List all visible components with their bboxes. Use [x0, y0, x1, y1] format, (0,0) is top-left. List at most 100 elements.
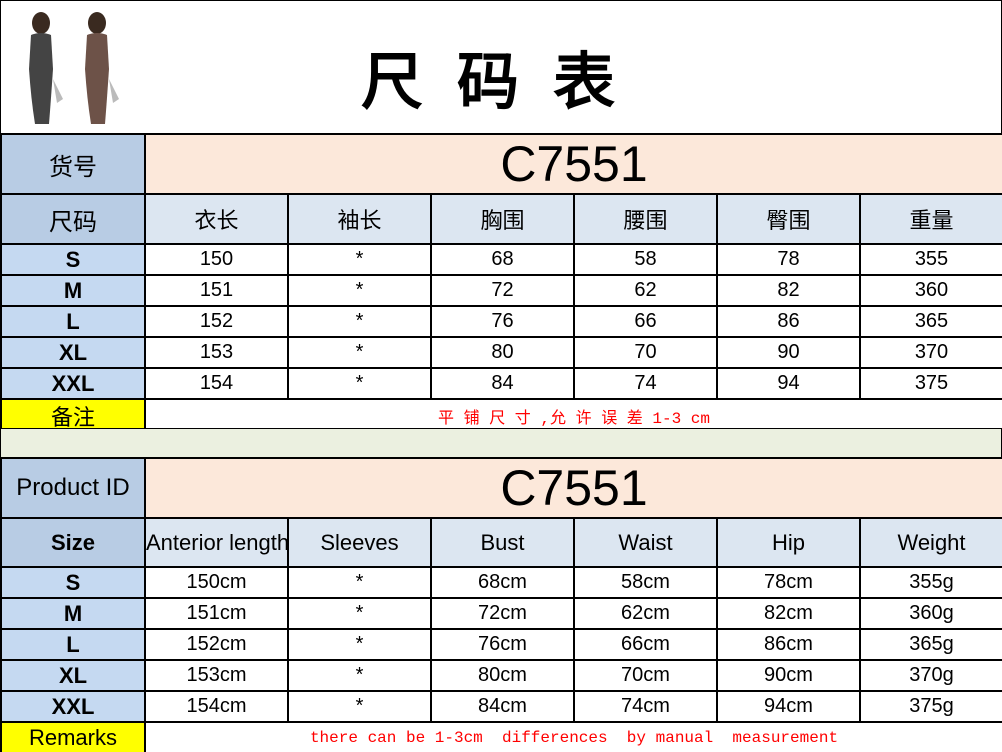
cell: 370	[859, 336, 1002, 369]
size-label: S	[0, 243, 146, 276]
column-header: Hip	[716, 517, 861, 568]
cell: 80cm	[430, 659, 575, 692]
cell: 62cm	[573, 597, 718, 630]
cell: 70	[573, 336, 718, 369]
cell: 84cm	[430, 690, 575, 723]
cell: 154cm	[144, 690, 289, 723]
table-row: M 151cm * 72cm 62cm 82cm 360g	[0, 597, 1002, 630]
cell: *	[287, 659, 432, 692]
cell: 72	[430, 274, 575, 307]
column-header: 尺码	[0, 193, 146, 245]
cell: 153	[144, 336, 289, 369]
size-table-chinese: 货号 C7551 尺码 衣长 袖长 胸围 腰围 臀围 重量 S 150 * 68 58 78 355 M 151 *…	[0, 133, 1002, 434]
cell: *	[287, 305, 432, 338]
column-header: 胸围	[430, 193, 575, 245]
cell: 82cm	[716, 597, 861, 630]
cell: 94cm	[716, 690, 861, 723]
table-row: S 150cm * 68cm 58cm 78cm 355g	[0, 566, 1002, 599]
column-header: 臀围	[716, 193, 861, 245]
cell: 58	[573, 243, 718, 276]
cell: 360g	[859, 597, 1002, 630]
column-header: Anterior length	[144, 517, 289, 568]
cell: 74	[573, 367, 718, 400]
page-title: 尺码表	[361, 45, 650, 118]
column-header: Sleeves	[287, 517, 432, 568]
cell: 152cm	[144, 628, 289, 661]
cell: 360	[859, 274, 1002, 307]
cell: 94	[716, 367, 861, 400]
size-label: XXL	[0, 690, 146, 723]
cell: *	[287, 243, 432, 276]
cell: 86	[716, 305, 861, 338]
cell: 76cm	[430, 628, 575, 661]
cell: *	[287, 628, 432, 661]
cell: 58cm	[573, 566, 718, 599]
cell: 365g	[859, 628, 1002, 661]
size-label: L	[0, 305, 146, 338]
column-header: Bust	[430, 517, 575, 568]
column-header: 重量	[859, 193, 1002, 245]
column-header: Weight	[859, 517, 1002, 568]
cell: 78	[716, 243, 861, 276]
size-label: XL	[0, 659, 146, 692]
cell: *	[287, 336, 432, 369]
cell: 76	[430, 305, 575, 338]
table-row: S 150 * 68 58 78 355	[0, 243, 1002, 276]
cell: 72cm	[430, 597, 575, 630]
column-header: Waist	[573, 517, 718, 568]
cell: 74cm	[573, 690, 718, 723]
remark-text: there can be 1-3cm differences by manual…	[144, 721, 1002, 752]
size-label: M	[0, 597, 146, 630]
table-row: L 152 * 76 66 86 365	[0, 305, 1002, 338]
cell: *	[287, 566, 432, 599]
column-header: 袖长	[287, 193, 432, 245]
cell: 151	[144, 274, 289, 307]
size-label: S	[0, 566, 146, 599]
product-photo-black	[29, 12, 63, 124]
cell: *	[287, 367, 432, 400]
column-header: 腰围	[573, 193, 718, 245]
table-row: XL 153cm * 80cm 70cm 90cm 370g	[0, 659, 1002, 692]
size-label: L	[0, 628, 146, 661]
column-header: 衣长	[144, 193, 289, 245]
product-photo-brown	[85, 12, 119, 124]
cell: 370g	[859, 659, 1002, 692]
cell: *	[287, 690, 432, 723]
cell: 355g	[859, 566, 1002, 599]
cell: *	[287, 274, 432, 307]
cell: 150cm	[144, 566, 289, 599]
cell: 150	[144, 243, 289, 276]
cell: 68cm	[430, 566, 575, 599]
cell: 152	[144, 305, 289, 338]
cell: 375g	[859, 690, 1002, 723]
cell: *	[287, 597, 432, 630]
cell: 82	[716, 274, 861, 307]
product-id-value: C7551	[144, 457, 1002, 519]
cell: 154	[144, 367, 289, 400]
table-row: L 152cm * 76cm 66cm 86cm 365g	[0, 628, 1002, 661]
remark-label: Remarks	[0, 721, 146, 752]
cell: 66cm	[573, 628, 718, 661]
size-label: XXL	[0, 367, 146, 400]
cell: 84	[430, 367, 575, 400]
cell: 86cm	[716, 628, 861, 661]
size-table-english: Product ID C7551 Size Anterior length Sleeve…	[0, 457, 1002, 752]
product-id-label: Product ID	[0, 457, 146, 519]
table-row: XL 153 * 80 70 90 370	[0, 336, 1002, 369]
cell: 70cm	[573, 659, 718, 692]
cell: 375	[859, 367, 1002, 400]
header-banner: 尺码表	[0, 0, 1002, 133]
cell: 151cm	[144, 597, 289, 630]
column-header: Size	[0, 517, 146, 568]
size-label: XL	[0, 336, 146, 369]
product-id-value: C7551	[144, 133, 1002, 195]
cell: 153cm	[144, 659, 289, 692]
product-id-label: 货号	[0, 133, 146, 195]
cell: 80	[430, 336, 575, 369]
cell: 68	[430, 243, 575, 276]
table-row: M 151 * 72 62 82 360	[0, 274, 1002, 307]
cell: 78cm	[716, 566, 861, 599]
table-row: XXL 154cm * 84cm 74cm 94cm 375g	[0, 690, 1002, 723]
cell: 90cm	[716, 659, 861, 692]
